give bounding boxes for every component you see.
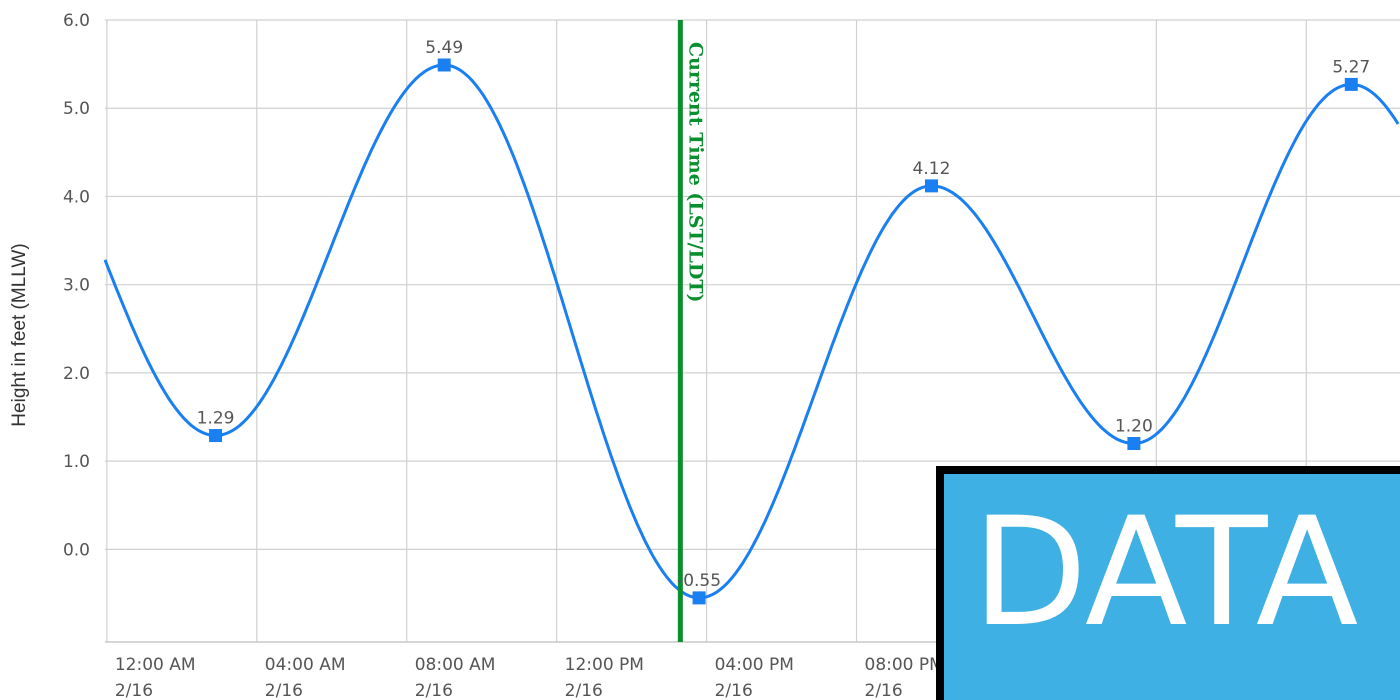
data-point-marker	[692, 591, 706, 605]
data-point-label: 1.29	[197, 409, 235, 429]
y-tick-label: 6.0	[63, 11, 90, 31]
current-time-label: Current Time (LST/LDT)	[684, 42, 706, 303]
y-tick-label: 0.0	[63, 540, 90, 560]
data-point-label: 1.20	[1115, 416, 1153, 436]
x-tick-time: 08:00 AM	[415, 655, 496, 675]
data-point-label: 5.49	[425, 38, 463, 58]
data-watermark-text: DATA	[972, 486, 1359, 660]
data-watermark: DATA	[936, 466, 1400, 700]
x-tick-date: 2/16	[865, 681, 903, 700]
y-tick-label: 1.0	[63, 452, 90, 472]
data-point-label: 4.12	[913, 159, 951, 179]
x-tick-time: 04:00 AM	[265, 655, 346, 675]
data-point-marker	[1344, 77, 1358, 91]
x-tick-date: 2/16	[565, 681, 603, 700]
data-point-marker	[1127, 436, 1141, 450]
x-tick-date: 2/16	[415, 681, 453, 700]
x-tick-time: 08:00 PM	[865, 655, 944, 675]
data-point-label: 5.27	[1332, 57, 1370, 77]
x-tick-time: 04:00 PM	[715, 655, 794, 675]
data-point-marker	[437, 58, 451, 72]
y-tick-label: 2.0	[63, 364, 90, 384]
x-tick-time: 12:00 PM	[565, 655, 644, 675]
y-tick-label: 4.0	[63, 187, 90, 207]
data-point-marker	[209, 429, 223, 443]
tide-series-line	[103, 63, 1400, 600]
y-axis-label: Height in feet (MLLW)	[9, 243, 30, 427]
x-tick-date: 2/16	[265, 681, 303, 700]
data-point-marker	[924, 179, 938, 193]
x-tick-date: 2/16	[715, 681, 753, 700]
y-tick-label: 5.0	[63, 99, 90, 119]
y-tick-label: 3.0	[63, 276, 90, 296]
data-point-label: -0.55	[677, 571, 721, 591]
x-tick-date: 2/16	[115, 681, 153, 700]
x-tick-time: 12:00 AM	[115, 655, 196, 675]
